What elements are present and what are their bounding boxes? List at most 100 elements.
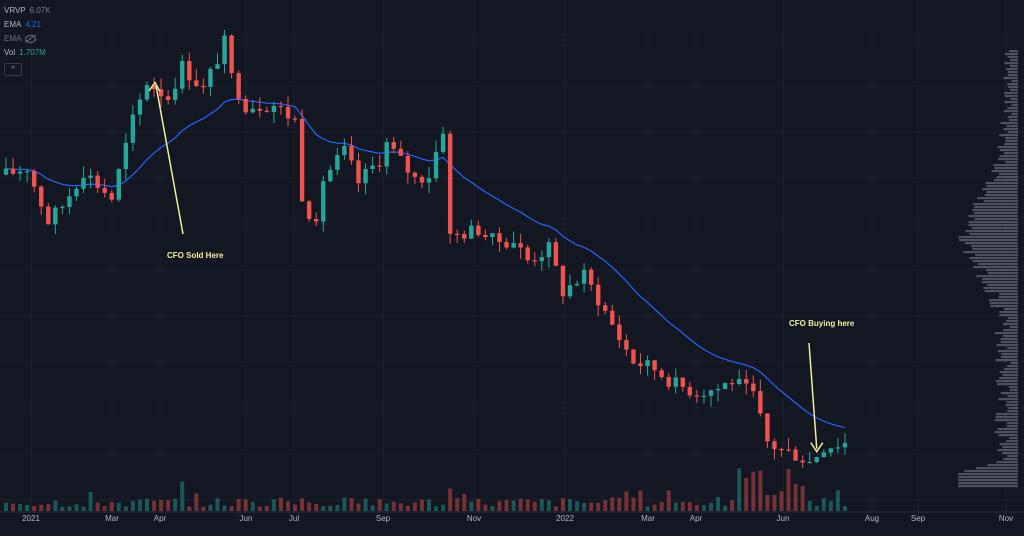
candle <box>208 68 213 87</box>
volume-bar <box>652 504 657 511</box>
volume-profile-bar <box>1007 107 1018 110</box>
volume-bar <box>377 499 382 511</box>
candle <box>447 133 453 234</box>
volume-profile-bar <box>1000 341 1018 344</box>
volume-profile-bar <box>1005 137 1018 140</box>
candle <box>440 133 446 152</box>
volume-profile-bar <box>1005 161 1018 164</box>
volume-bar <box>307 502 312 511</box>
volume-profile-bar <box>982 188 1018 191</box>
volume-bar <box>349 498 354 511</box>
volume-profile-bar <box>997 383 1018 386</box>
volume-profile-bar <box>987 272 1018 275</box>
volume-bar <box>455 498 460 511</box>
volume-profile-bar <box>969 257 1018 260</box>
volume-profile-bar <box>973 266 1018 269</box>
candle <box>299 118 305 202</box>
volume-bar <box>575 501 580 511</box>
volume-profile-bar <box>990 305 1018 308</box>
legend-row-ema-hidden[interactable]: EMA <box>4 32 51 46</box>
volume-bar <box>821 498 826 511</box>
x-tick-label: Nov <box>467 514 481 523</box>
volume-profile-bar <box>999 314 1018 317</box>
volume-bar <box>222 505 227 511</box>
volume-bar <box>286 501 290 511</box>
candle <box>617 324 622 341</box>
candle <box>807 462 812 464</box>
volume-profile-bar <box>997 146 1018 149</box>
candle <box>3 168 9 175</box>
volume-profile-bar <box>1010 98 1018 101</box>
candle <box>680 377 685 387</box>
volume-profile-bar <box>985 182 1018 185</box>
volume-profile-bar <box>987 464 1018 467</box>
volume-bar <box>483 504 488 511</box>
volume-profile-bar <box>984 290 1018 293</box>
volume-bar <box>264 505 269 511</box>
candle <box>722 383 728 389</box>
candle <box>243 98 248 113</box>
volume-profile-bar <box>983 200 1018 203</box>
volume-profile-bar <box>1003 128 1018 131</box>
volume-bar <box>46 504 51 511</box>
volume-bar <box>434 506 439 511</box>
volume-profile-bar <box>986 185 1018 188</box>
candle <box>356 160 361 184</box>
volume-profile-bar <box>1000 122 1018 125</box>
candle <box>673 377 678 387</box>
candle <box>518 243 523 248</box>
candle <box>46 206 51 225</box>
legend-value: 1.707M <box>19 48 46 57</box>
candle <box>539 257 544 262</box>
legend-row-vrvp[interactable]: VRVP 6.07K <box>4 4 51 18</box>
volume-bar <box>659 502 664 511</box>
x-tick-label: Sep <box>911 514 926 523</box>
volume-bar <box>730 500 735 511</box>
volume-profile-bar <box>993 164 1018 167</box>
volume-profile-bar <box>971 245 1018 248</box>
volume-profile-bar <box>999 371 1018 374</box>
candle <box>222 35 227 65</box>
candle <box>102 187 107 193</box>
candle <box>144 85 150 100</box>
volume-profile-bar <box>1008 119 1018 122</box>
volume-profile-bar <box>1008 407 1018 410</box>
volume-bar <box>18 503 23 511</box>
legend-row-vol[interactable]: Vol 1.707M <box>4 46 51 60</box>
candle <box>215 64 220 69</box>
volume-profile-bar <box>1008 386 1018 389</box>
volume-profile-bar <box>1000 338 1018 341</box>
candle <box>391 142 396 149</box>
candle <box>314 218 319 222</box>
candle <box>187 61 192 81</box>
volume-profile-bar <box>958 482 1018 485</box>
volume-profile-bar <box>958 476 1018 479</box>
volume-profile-bar <box>965 230 1018 233</box>
legend-row-ema[interactable]: EMA 4.21 <box>4 18 51 32</box>
candle <box>433 151 439 179</box>
hidden-eye-icon[interactable] <box>25 35 37 43</box>
candle <box>624 340 629 350</box>
volume-profile-bar <box>963 251 1018 254</box>
volume-bar <box>701 504 706 511</box>
volume-profile-bar <box>971 227 1018 230</box>
candle <box>32 171 37 187</box>
volume-bar <box>293 504 298 511</box>
candle <box>116 169 121 200</box>
volume-bar <box>518 498 523 511</box>
legend-name: VRVP <box>4 6 26 15</box>
volume-bar <box>88 492 93 511</box>
volume-bar <box>666 490 671 511</box>
volume-profile-bar <box>1004 368 1018 371</box>
volume-profile-bar <box>972 209 1018 212</box>
candle <box>60 206 65 209</box>
annotation-label: CFO Buying here <box>789 319 855 328</box>
collapse-legend-button[interactable]: ^ <box>4 63 22 76</box>
candle <box>151 85 157 90</box>
volume-bar <box>137 499 142 511</box>
volume-profile-bar <box>1011 113 1018 116</box>
volume-bar <box>384 503 389 511</box>
volume-bar <box>180 481 185 511</box>
